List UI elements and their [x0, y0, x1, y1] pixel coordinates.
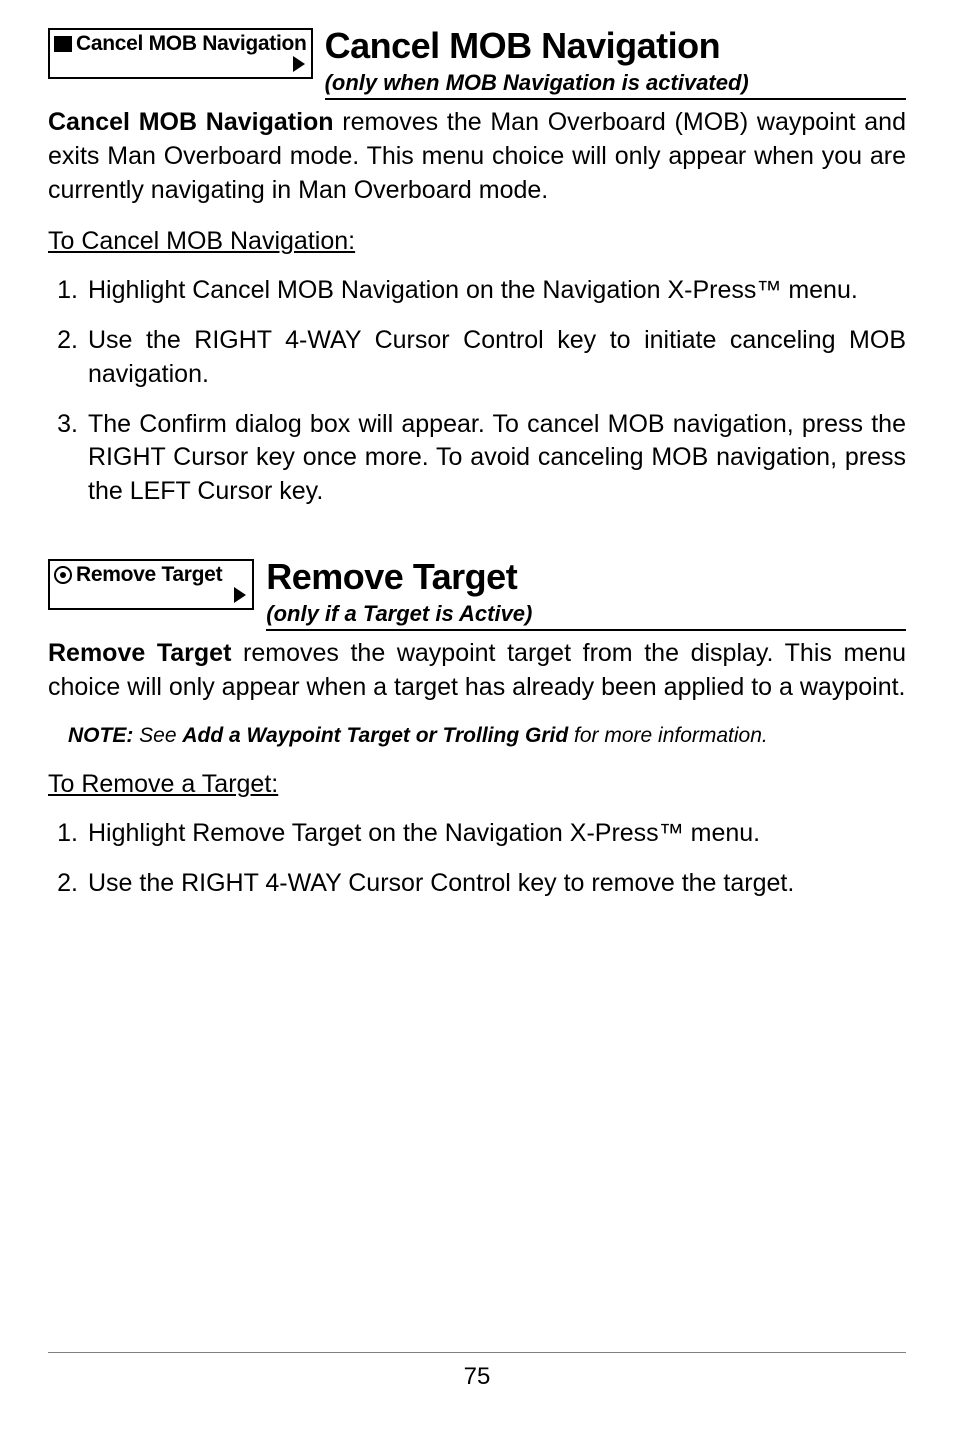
list-item: 2.Use the RIGHT 4-WAY Cursor Control key… [88, 867, 906, 901]
page-number: 75 [48, 1363, 906, 1391]
procedure-heading: To Remove a Target: [48, 770, 906, 799]
right-arrow-icon [293, 56, 305, 72]
menu-box-cancel-mob: Cancel MOB Navigation [48, 28, 313, 79]
list-item: 1.Highlight Remove Target on the Navigat… [88, 817, 906, 851]
menu-label: Cancel MOB Navigation [76, 32, 307, 56]
steps-list-2: 1.Highlight Remove Target on the Navigat… [48, 817, 906, 901]
list-item: 1.Highlight Cancel MOB Navigation on the… [88, 274, 906, 308]
body-paragraph: Cancel MOB Navigation removes the Man Ov… [48, 106, 906, 207]
list-item: 3.The Confirm dialog box will appear. To… [88, 408, 906, 509]
body-paragraph: Remove Target removes the waypoint targe… [48, 637, 906, 705]
section-header-remove-target: Remove Target Remove Target (only if a T… [48, 559, 906, 631]
section-subtitle: (only if a Target is Active) [266, 601, 906, 631]
right-arrow-icon [234, 587, 246, 603]
menu-box-remove-target: Remove Target [48, 559, 254, 610]
mob-icon [54, 36, 72, 52]
steps-list-1: 1.Highlight Cancel MOB Navigation on the… [48, 274, 906, 509]
section-title: Remove Target [266, 559, 906, 595]
section-header-cancel-mob: Cancel MOB Navigation Cancel MOB Navigat… [48, 28, 906, 100]
menu-label: Remove Target [76, 563, 222, 587]
procedure-heading: To Cancel MOB Navigation: [48, 227, 906, 256]
section-subtitle: (only when MOB Navigation is activated) [325, 70, 906, 100]
list-item: 2.Use the RIGHT 4-WAY Cursor Control key… [88, 324, 906, 392]
note-text: NOTE: See Add a Waypoint Target or Troll… [68, 724, 906, 748]
target-icon [54, 566, 72, 584]
page-footer: 75 [48, 1352, 906, 1391]
section-title: Cancel MOB Navigation [325, 28, 906, 64]
